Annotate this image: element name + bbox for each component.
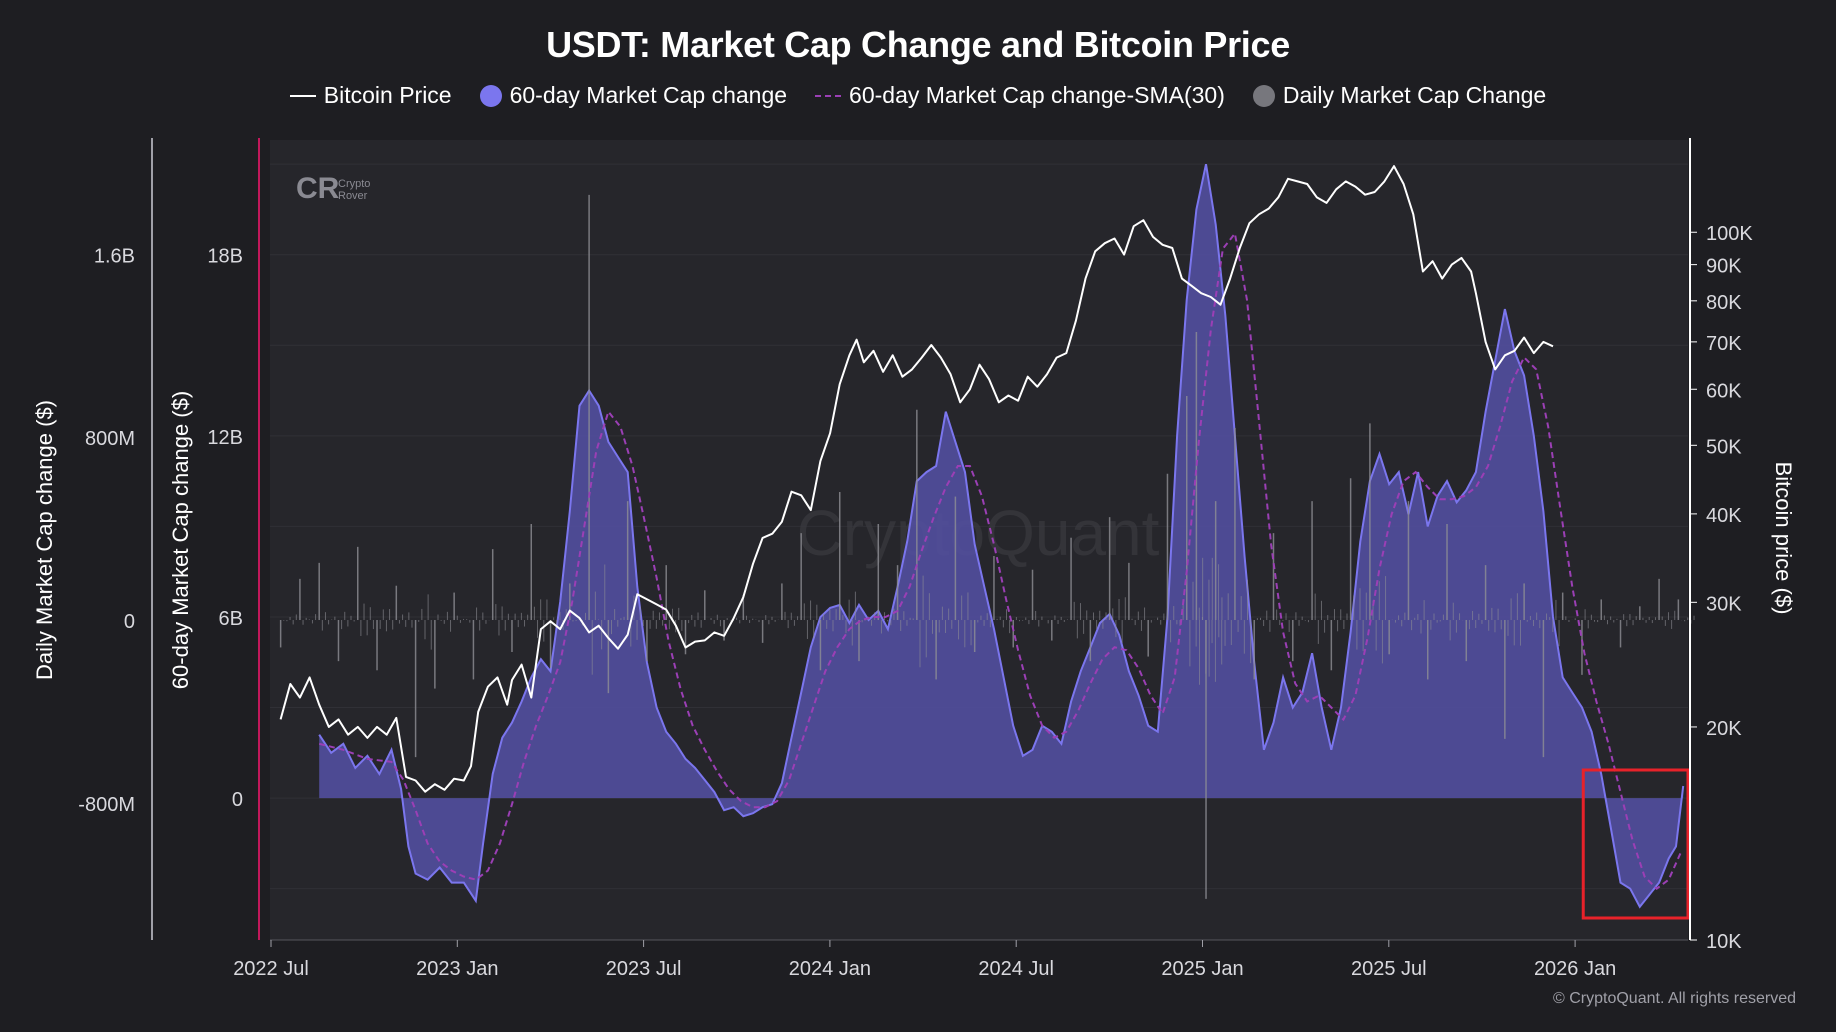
x-tick-label: 2025 Jul [1351, 958, 1427, 980]
outer-left-ticks: 1.6B 800M 0 -800M [78, 245, 135, 816]
highlight-layer [1581, 768, 1690, 920]
outer-left-tick-label: 800M [85, 428, 135, 450]
legend: Bitcoin Price 60-day Market Cap change 6… [0, 82, 1836, 109]
legend-item-60day-sma[interactable]: 60-day Market Cap change-SMA(30) [815, 82, 1225, 109]
copyright: © CryptoQuant. All rights reserved [1553, 990, 1796, 1007]
x-tick-label: 2024 Jul [978, 958, 1054, 980]
axes [151, 138, 1691, 941]
inner-left-tick-label: 6B [219, 608, 243, 630]
inner-left-tick-label: 18B [207, 246, 243, 268]
legend-swatch-line [289, 94, 316, 97]
right-tick-label: 80K [1706, 292, 1742, 314]
right-tick-label: 20K [1706, 718, 1742, 740]
legend-label: Daily Market Cap Change [1282, 82, 1547, 108]
x-ticks: 2022 Jul 2023 Jan 2023 Jul 2024 Jan 2024 Jul… [233, 940, 1616, 980]
market-cap-change-line [318, 163, 1685, 909]
legend-label: Bitcoin Price [323, 82, 452, 108]
x-tick-label: 2023 Jul [606, 958, 682, 980]
right-tick-label: 30K [1706, 593, 1742, 615]
inner-left-tick-label: 12B [207, 427, 243, 449]
btc-layer [279, 165, 1554, 793]
inner-left-axis-title: 60-day Market Cap change ($) [168, 391, 193, 689]
watermark-brand-line2: Rover [338, 190, 368, 202]
legend-item-daily-change[interactable]: Daily Market Cap Change [1252, 82, 1547, 109]
right-tick-label: 10K [1706, 931, 1742, 953]
sma-layer [318, 231, 1682, 891]
right-axis-title: Bitcoin price ($) [1771, 462, 1796, 615]
inner-left-tick-label: 0 [232, 789, 243, 811]
legend-item-60day-change[interactable]: 60-day Market Cap change [479, 82, 788, 109]
legend-swatch-dot [1252, 84, 1275, 107]
right-tick-label: 40K [1706, 505, 1742, 527]
x-tick-label: 2024 Jan [789, 958, 871, 980]
highlight-box [1581, 768, 1690, 920]
x-tick-label: 2025 Jan [1161, 958, 1243, 980]
market-cap-change-area [319, 164, 1684, 907]
watermark-logo-icon: CR [296, 172, 340, 205]
right-tick-label: 50K [1706, 436, 1742, 458]
legend-swatch-dot [479, 84, 502, 107]
chart-title: USDT: Market Cap Change and Bitcoin Pric… [546, 24, 1290, 65]
right-ticks: 100K 90K 80K 70K 60K 50K 40K 30K 20K 10K [1690, 223, 1753, 953]
x-tick-label: 2023 Jan [416, 958, 498, 980]
outer-left-tick-label: -800M [78, 794, 135, 816]
right-tick-label: 90K [1706, 256, 1742, 278]
right-tick-label: 60K [1706, 380, 1742, 402]
right-tick-label: 70K [1706, 333, 1742, 355]
legend-swatch-dash [815, 94, 842, 97]
daily-change-bars [279, 194, 1695, 899]
legend-label: 60-day Market Cap change [509, 82, 788, 108]
watermark-brand-line1: Crypto [338, 178, 370, 190]
x-tick-label: 2022 Jul [233, 958, 309, 980]
legend-item-bitcoin-price[interactable]: Bitcoin Price [289, 82, 452, 109]
area-layer [318, 163, 1685, 909]
outer-left-tick-label: 1.6B [94, 245, 135, 267]
sma-line [318, 231, 1682, 891]
inner-left-ticks: 18B 12B 6B 0 [207, 246, 243, 811]
outer-left-axis-title: Daily Market Cap change ($) [32, 400, 57, 680]
right-tick-label: 100K [1706, 223, 1753, 245]
legend-label: 60-day Market Cap change-SMA(30) [849, 82, 1225, 108]
outer-left-tick-label: 0 [124, 611, 135, 633]
x-tick-label: 2026 Jan [1534, 958, 1616, 980]
bitcoin-price-line [279, 165, 1554, 793]
